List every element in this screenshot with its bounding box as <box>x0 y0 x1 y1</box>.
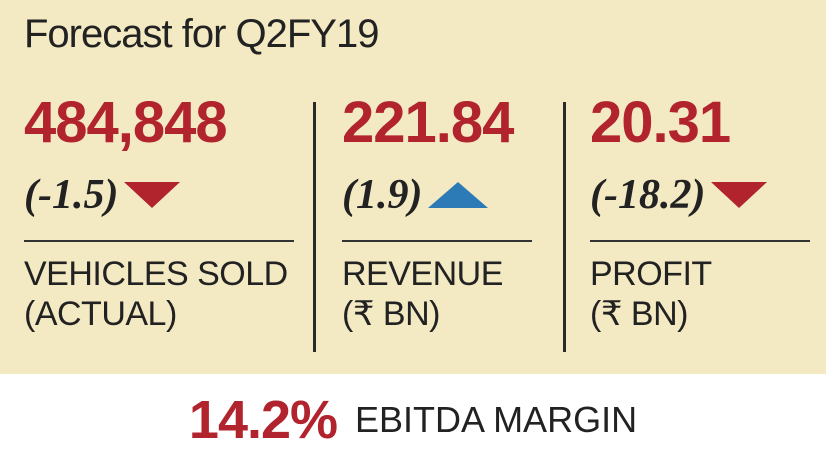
ebitda-footer: 14.2% EBITDA MARGIN <box>0 374 826 465</box>
label-line-1: PROFIT <box>590 255 712 293</box>
down-arrow-icon <box>711 182 768 208</box>
metric-label: VEHICLES SOLD (ACTUAL) <box>24 254 294 334</box>
change-value: (1.9) <box>342 172 423 218</box>
metric-label: REVENUE (₹ BN) <box>342 254 532 334</box>
metric-value: 221.84 <box>342 90 514 155</box>
change-value: (-18.2) <box>590 172 706 218</box>
metric-value: 20.31 <box>590 90 731 155</box>
ebitda-label: EBITDA MARGIN <box>355 398 638 440</box>
label-line-1: VEHICLES SOLD <box>24 255 288 293</box>
page-title: Forecast for Q2FY19 <box>24 12 379 56</box>
metric-label: PROFIT (₹ BN) <box>590 254 810 334</box>
down-arrow-icon <box>124 182 181 208</box>
label-line-2: (₹ BN) <box>342 295 440 333</box>
label-line-2: (₹ BN) <box>590 295 688 333</box>
up-arrow-icon <box>428 182 489 208</box>
ebitda-value: 14.2% <box>188 389 338 450</box>
metric-change: (-1.5) <box>24 170 294 220</box>
metric-change: (1.9) <box>342 170 532 220</box>
metric-profit: 20.31 (-18.2) PROFIT (₹ BN) <box>590 88 810 358</box>
metric-value: 484,848 <box>24 90 228 155</box>
metric-vehicles-sold: 484,848 (-1.5) VEHICLES SOLD (ACTUAL) <box>24 88 294 358</box>
label-line-1: REVENUE <box>342 255 503 293</box>
label-line-2: (ACTUAL) <box>24 295 177 333</box>
divider-line <box>590 240 810 242</box>
metric-change: (-18.2) <box>590 170 810 220</box>
metric-revenue: 221.84 (1.9) REVENUE (₹ BN) <box>342 88 532 358</box>
column-divider <box>313 102 316 352</box>
change-value: (-1.5) <box>24 172 119 218</box>
column-divider <box>563 102 566 352</box>
divider-line <box>24 240 294 242</box>
divider-line <box>342 240 532 242</box>
